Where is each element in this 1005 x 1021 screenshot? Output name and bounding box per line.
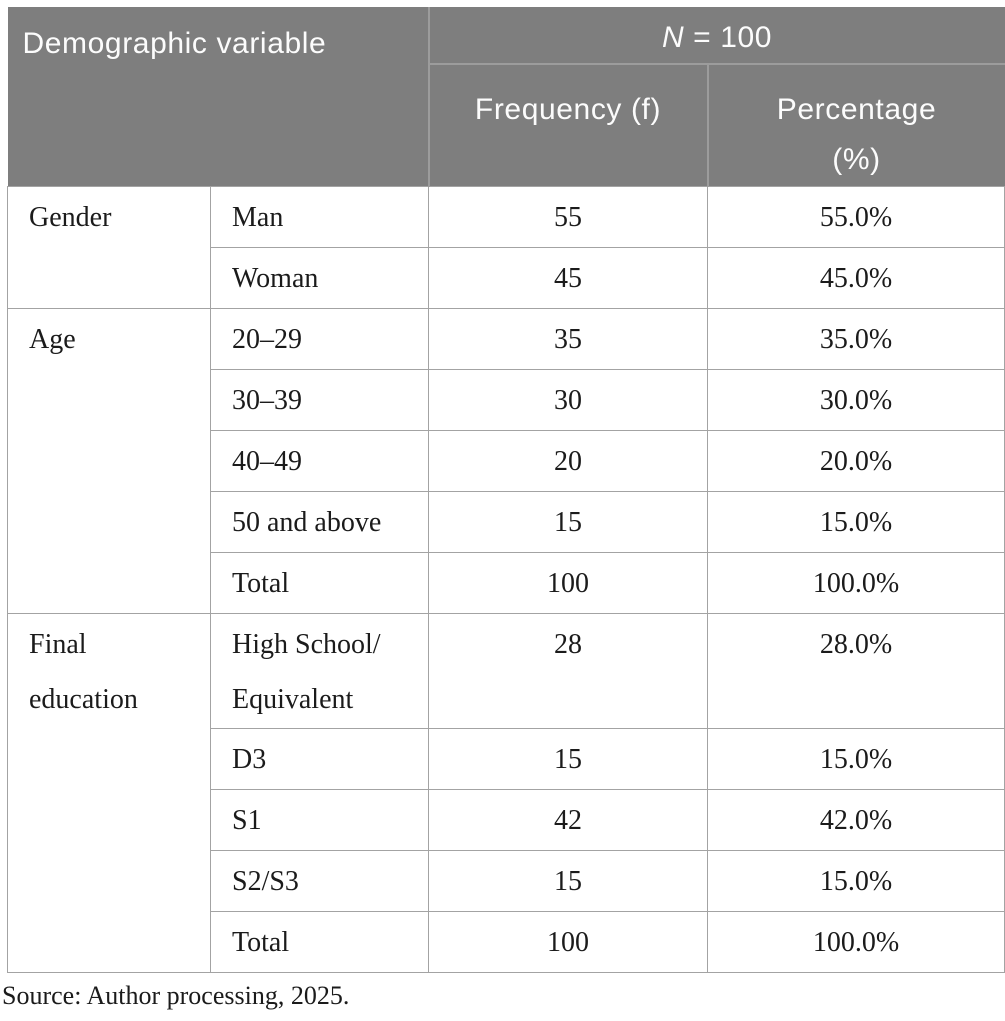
frequency-cell: 55 (428, 186, 708, 248)
category-cell: Man (210, 186, 429, 248)
group-label-cell: Age (7, 308, 211, 614)
n-value: = 100 (684, 20, 773, 54)
percentage-cell: 35.0% (706, 308, 1005, 370)
category-cell: D3 (210, 728, 429, 790)
frequency-cell: 35 (428, 308, 708, 370)
category-cell: S2/S3 (210, 850, 429, 912)
percentage-cell: 100.0% (706, 552, 1005, 614)
percentage-cell: 15.0% (706, 850, 1005, 912)
percentage-cell: 42.0% (706, 789, 1005, 851)
table-header: Demographic variable N = 100 Frequency (… (7, 7, 1005, 187)
header-demographic-variable: Demographic variable (7, 7, 430, 187)
group-label-cell: Gender (7, 186, 211, 309)
frequency-cell: 30 (428, 369, 708, 431)
group-label-cell: Final education (7, 613, 211, 973)
table-row: 40–49 20 20.0% (8, 430, 1005, 492)
table-row: Gender Man 55 55.0% (7, 186, 1005, 309)
frequency-cell: 15 (428, 728, 708, 790)
frequency-cell: 45 (428, 247, 708, 309)
n-symbol: N (661, 20, 685, 54)
frequency-cell: 42 (428, 789, 708, 851)
table-row: Age 20–29 35 35.0% (7, 308, 1005, 614)
percentage-cell: 20.0% (706, 430, 1005, 492)
frequency-cell: 100 (428, 552, 708, 614)
table-row: 30–39 30 30.0% (8, 369, 1005, 431)
percentage-cell: 45.0% (706, 247, 1005, 309)
category-cell: Total (210, 911, 429, 973)
category-cell: High School/ Equivalent (210, 613, 429, 729)
header-n-total: N = 100 (428, 7, 1005, 65)
table-row: Final education High School/ Equivalent 28… (7, 613, 1005, 973)
category-cell: 20–29 (210, 308, 429, 370)
frequency-cell: 20 (428, 430, 708, 492)
table-row: D3 15 15.0% (8, 728, 1005, 790)
table-body: Gender Man 55 55.0% Woman 45 45.0% Age 20–29 35 35… (7, 186, 1005, 973)
table-row: Total 100 100.0% (8, 552, 1005, 614)
source-note: Source: Author processing, 2025. (2, 981, 350, 1010)
header-frequency: Frequency (f) (428, 64, 709, 187)
frequency-cell: 28 (428, 613, 708, 729)
percentage-cell: 30.0% (706, 369, 1005, 431)
demographics-table: Demographic variable N = 100 Frequency (… (7, 7, 1005, 973)
percentage-cell: 15.0% (706, 728, 1005, 790)
frequency-cell: 100 (428, 911, 708, 973)
category-cell: S1 (210, 789, 429, 851)
frequency-cell: 15 (428, 850, 708, 912)
table-row: S1 42 42.0% (8, 789, 1005, 851)
header-percentage: Percentage (%) (707, 64, 1005, 187)
category-cell: 30–39 (210, 369, 429, 431)
table-row: S2/S3 15 15.0% (8, 850, 1005, 912)
percentage-cell: 15.0% (706, 491, 1005, 553)
percentage-cell: 55.0% (706, 186, 1005, 248)
category-cell: Woman (210, 247, 429, 309)
category-cell: Total (210, 552, 429, 614)
table-row: Total 100 100.0% (8, 911, 1005, 973)
category-cell: 50 and above (210, 491, 429, 553)
table-row: 50 and above 15 15.0% (8, 491, 1005, 553)
percentage-cell: 28.0% (706, 613, 1005, 729)
table-row: Woman 45 45.0% (8, 247, 1005, 309)
frequency-cell: 15 (428, 491, 708, 553)
header-row-2: Frequency (f) Percentage (%) (8, 64, 1005, 187)
category-cell: 40–49 (210, 430, 429, 492)
percentage-cell: 100.0% (706, 911, 1005, 973)
header-row-1: Demographic variable N = 100 (7, 7, 1005, 187)
